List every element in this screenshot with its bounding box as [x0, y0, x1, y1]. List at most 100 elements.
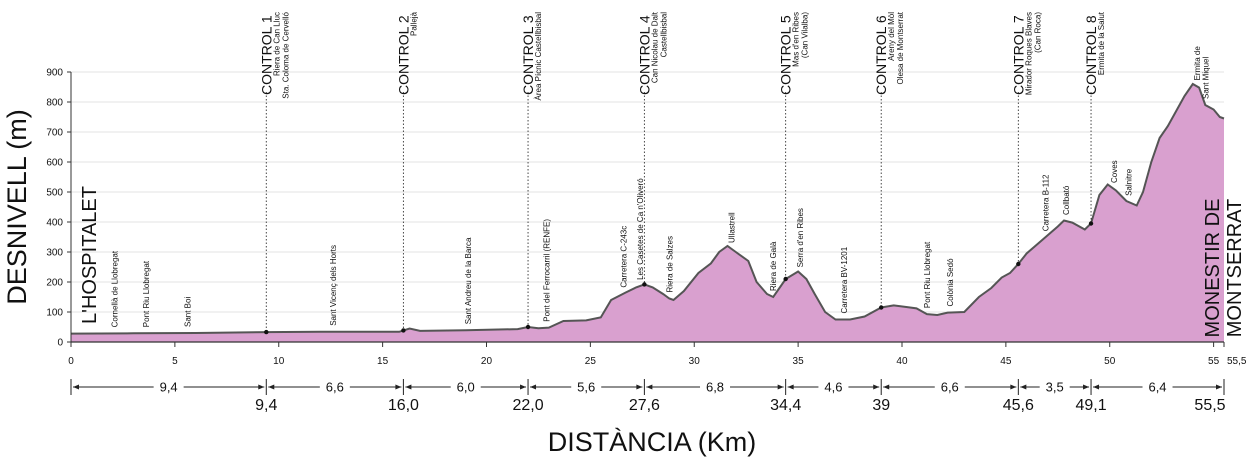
y-tick-label: 0 — [57, 338, 63, 349]
control-label: CONTROL 7 — [1010, 15, 1026, 95]
place-label: Carretera B-112 — [1041, 174, 1050, 231]
grid-lines — [71, 71, 1224, 343]
control-sublabel: Riera de Can Lluc — [272, 12, 281, 76]
control-point — [401, 328, 406, 333]
x-tick-label: 40 — [896, 356, 908, 367]
segment-arrow-right — [395, 384, 402, 390]
place-label: Cornellà de Llobregat — [111, 250, 120, 327]
segment-arrow-left — [73, 384, 79, 390]
x-tick-label: 35 — [793, 356, 805, 367]
place-label: Serra d'en Ribes — [796, 208, 805, 267]
place-labels: Cornellà de Llobregat Pont Riu Llobregat S… — [111, 46, 1211, 328]
control-label: CONTROL 1 — [258, 15, 274, 95]
segment-arrow-left — [530, 384, 537, 390]
segment-label-bg — [700, 379, 731, 393]
segment-arrow-right — [873, 384, 880, 390]
x-tick-label: 45 — [1000, 356, 1012, 367]
control-sublabel: Ermita de la Salut — [1097, 11, 1106, 75]
y-tick-label: 600 — [46, 158, 63, 169]
segment-label-bg — [319, 379, 350, 393]
y-tick-label: 900 — [46, 68, 63, 79]
x-tick-label: 0 — [68, 356, 74, 367]
y-tick-label: 400 — [46, 218, 63, 229]
y-axis-title: DESNIVELL (m) — [2, 109, 32, 305]
control-point — [1016, 261, 1021, 267]
elevation-line — [70, 82, 1225, 335]
y-tick-label: 200 — [46, 278, 63, 289]
cumulative-distance-label: 39 — [872, 397, 890, 414]
segment-distance-label: 5,6 — [577, 380, 595, 395]
segment-distance-label: 6,6 — [326, 380, 344, 395]
place-label: Carretera C-243c — [620, 226, 629, 288]
segment-distance-label: 6,4 — [1148, 380, 1166, 395]
segment-label-bg — [153, 379, 184, 393]
cumulative-distance-label: 49,1 — [1075, 397, 1106, 414]
control-sublabel: (Can Vilalba) — [801, 12, 810, 58]
place-label: Ermita de — [1193, 46, 1202, 81]
segment-arrow-left — [646, 384, 653, 390]
axes: 0 100 200 300 400 500 600 700 800 900 0 5 10 15 20 25 30… — [46, 68, 1247, 368]
cumulative-distance-label: 45,6 — [1003, 397, 1034, 414]
place-label: Salnitre — [1124, 168, 1133, 196]
control-label: CONTROL 4 — [636, 15, 652, 95]
place-label: Collbató — [1062, 185, 1071, 215]
segment-distances: 9,4 6,6 6,0 5,6 6,8 4,6 6,6 3,5 6,4 9,4 16,0 22,0 27… — [70, 379, 1226, 414]
control-label: CONTROL 2 — [395, 15, 411, 95]
segment-arrow-right — [636, 384, 643, 390]
segment-distance-label: 6,0 — [457, 380, 475, 395]
segment-label-bg — [1142, 379, 1173, 393]
elevation-area — [71, 84, 1224, 342]
x-tick-label: 55,5 — [1227, 356, 1247, 367]
cumulative-distance-label: 55,5 — [1194, 397, 1225, 414]
x-axis-title: DISTÀNCIA (Km) — [548, 427, 757, 457]
control-point — [879, 305, 884, 310]
segment-arrow-right — [1083, 384, 1090, 390]
place-label: Sant Andreu de la Barca — [464, 237, 473, 324]
control-point — [264, 329, 269, 335]
cumulative-distance-label: 16,0 — [388, 397, 419, 414]
cumulative-distance-label: 34,4 — [770, 397, 801, 414]
segment-arrow-left — [1020, 384, 1027, 390]
place-label: Sant Vicenç dels Horts — [329, 245, 338, 326]
segment-distance-label: 6,6 — [941, 380, 959, 395]
place-label: Pont del Ferrocarril (RENFE) — [543, 219, 552, 322]
segment-distance-label: 6,8 — [706, 380, 724, 395]
control-label: CONTROL 6 — [873, 15, 889, 95]
x-tick-label: 20 — [481, 356, 493, 367]
y-tick-label: 300 — [46, 248, 63, 259]
segment-label-bg — [571, 379, 602, 393]
end-label-line-2: MONTSERRAT — [1224, 199, 1246, 338]
control-label: CONTROL 5 — [778, 15, 794, 95]
control-sublabel: Pallejà — [409, 11, 418, 36]
x-tick-label: 10 — [273, 356, 285, 367]
place-label: Les Casetes de Ca n'Oliveró — [636, 178, 645, 280]
place-label: Ullastrell — [728, 212, 737, 243]
cumulative-distance-label: 27,6 — [629, 397, 660, 414]
place-label: Colònia Sedó — [946, 258, 955, 307]
segment-arrow-left — [787, 384, 794, 390]
control-label: CONTROL 8 — [1083, 15, 1099, 95]
segment-arrow-right — [1216, 384, 1222, 390]
control-sublabel: (Can Roca) — [1033, 12, 1042, 53]
control-sublabel: Mas d'en Ribes — [792, 12, 801, 67]
place-label: Sant Boi — [183, 297, 192, 327]
segment-label-bg — [818, 379, 849, 393]
x-tick-label: 5 — [172, 356, 178, 367]
place-label: Riera de Salzes — [665, 236, 674, 292]
control-sublabel: Àrea Pícnic Castellbisbal — [534, 12, 543, 101]
place-label: Sant Miquel — [1201, 57, 1210, 99]
profile-area — [70, 82, 1225, 342]
place-label: Riera de Galà — [769, 241, 778, 291]
control-sublabel: Areny del Mòl — [887, 12, 896, 61]
control-point — [783, 276, 788, 282]
control-sublabel: Olesa de Montserrat — [896, 11, 905, 84]
x-tick-label: 15 — [377, 356, 389, 367]
titles: DESNIVELL (m) DISTÀNCIA (Km) L'HOSPITALE… — [2, 109, 1246, 457]
y-tick-label: 700 — [46, 128, 63, 139]
y-tick-label: 500 — [46, 188, 63, 199]
control-point — [525, 324, 531, 330]
segment-distance-label: 3,5 — [1046, 380, 1064, 395]
